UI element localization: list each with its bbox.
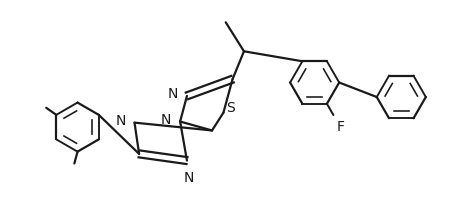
Text: N: N [183,171,194,185]
Text: N: N [167,87,177,101]
Text: N: N [115,114,125,128]
Text: F: F [336,120,344,134]
Text: N: N [161,113,171,126]
Text: S: S [226,101,234,115]
